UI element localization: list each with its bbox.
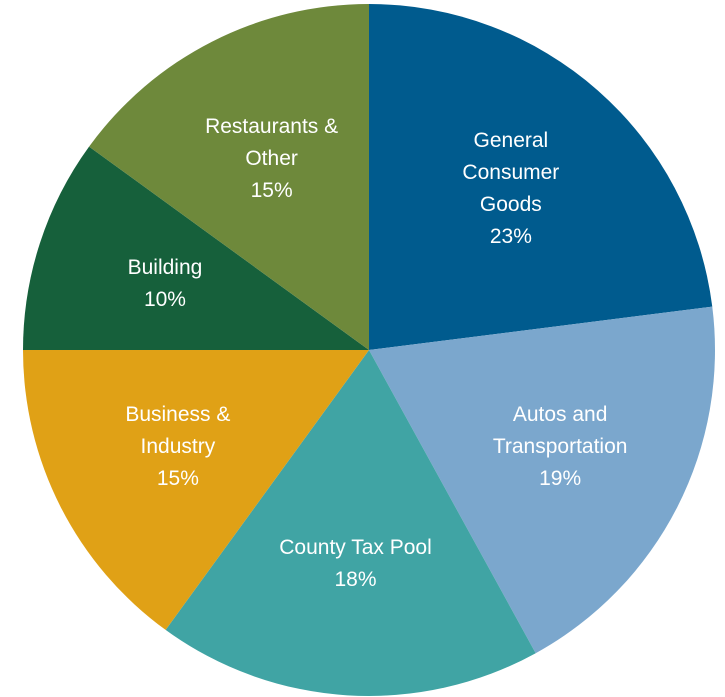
slice-label: Business & Industry 15% [103, 399, 253, 495]
pie-slice [369, 306, 715, 654]
pie-slice [165, 350, 536, 696]
value-label: 18% [334, 568, 377, 592]
pie-slice [369, 4, 713, 350]
pie-slice [23, 350, 369, 630]
category-label: County Tax Pool [279, 536, 432, 560]
slice-label: Autos and Transportation 19% [465, 399, 655, 495]
value-label: 23% [489, 225, 532, 249]
category-label: Business & Industry [125, 403, 231, 459]
value-label: 10% [143, 287, 186, 311]
slice-label: General Consumer Goods 23% [436, 125, 586, 253]
slice-label: Restaurants & Other 15% [197, 111, 347, 207]
pie-slice [23, 146, 369, 350]
value-label: 19% [539, 467, 582, 491]
category-label: General Consumer Goods [462, 129, 560, 217]
category-label: Autos and Transportation [492, 403, 628, 459]
slice-label: County Tax Pool 18% [276, 532, 436, 596]
category-label: Restaurants & Other [205, 114, 339, 170]
value-label: 15% [156, 467, 199, 491]
value-label: 15% [250, 178, 293, 202]
pie-slice [89, 4, 370, 350]
slice-label: Building 10% [105, 252, 225, 316]
category-label: Building [127, 255, 203, 279]
